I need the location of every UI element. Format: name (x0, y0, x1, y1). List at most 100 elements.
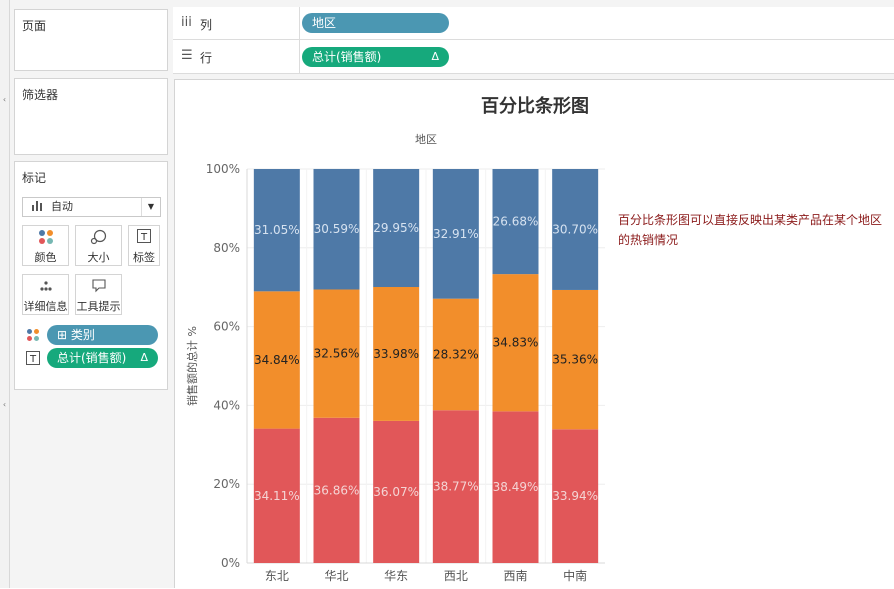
x-tick-label: 西北 (444, 569, 468, 583)
y-tick-label: 20% (213, 477, 240, 491)
data-label: 35.36% (552, 353, 598, 367)
bar-segment (373, 169, 420, 288)
chevron-down-icon[interactable]: ▼ (141, 198, 160, 216)
rows-shelf[interactable]: ☰ 行 总计(销售额) Δ (173, 40, 894, 74)
data-label: 36.07% (373, 485, 419, 499)
text-t-icon-small: T (26, 350, 40, 369)
marks-title: 标记 (22, 171, 47, 185)
bar-segment (552, 289, 599, 430)
pages-title: 页面 (22, 19, 47, 33)
rows-shelf-label: 行 (200, 51, 213, 65)
data-label: 30.59% (314, 222, 360, 236)
detail-button[interactable]: 详细信息 (22, 274, 69, 315)
bar-segment (313, 289, 360, 418)
bar-segment (432, 410, 479, 563)
data-label: 30.70% (552, 222, 598, 236)
bar-segment (492, 169, 539, 275)
annotation-text: 百分比条形图可以直接反映出某类产品在某个地区的热销情况 (618, 213, 883, 247)
size-button[interactable]: 大小 (75, 225, 122, 266)
bar-chart-icon (31, 198, 45, 218)
bar-segment (432, 169, 479, 299)
y-tick-label: 80% (213, 241, 240, 255)
label-button[interactable]: T 标签 (128, 225, 160, 266)
detail-button-label: 详细信息 (23, 300, 68, 313)
svg-text:T: T (140, 232, 148, 243)
data-label: 32.91% (433, 227, 479, 241)
data-label: 26.68% (493, 215, 539, 229)
bar-segment (552, 429, 599, 563)
filters-title: 筛选器 (22, 88, 59, 102)
category-pill-label: 类别 (70, 328, 95, 342)
mark-type-value: 自动 (51, 200, 73, 213)
y-tick-label: 60% (213, 320, 240, 334)
y-tick-label: 100% (206, 162, 240, 176)
pages-card[interactable]: 页面 (14, 9, 168, 71)
bar-segment (552, 169, 599, 290)
collapse-arrow-icon[interactable]: ‹ (2, 95, 7, 104)
sales-total-pill-label: 总计(销售额) (312, 50, 382, 64)
chart-area: 百分比条形图 地区 0% 20% 40% 60% 80% 100% 销售额的总计 % 34.11… (174, 79, 894, 588)
data-label: 29.95% (373, 221, 419, 235)
filters-card[interactable]: 筛选器 (14, 78, 168, 155)
data-label: 34.11% (254, 489, 300, 503)
sales-field-row[interactable]: T 总计(销售额) Δ (22, 348, 162, 368)
x-tick-label: 华北 (324, 569, 348, 583)
x-tick-label: 华东 (384, 569, 408, 583)
shelf-divider-2 (299, 40, 300, 73)
shelf-divider (299, 7, 300, 39)
bar-segment (313, 168, 360, 290)
tooltip-button[interactable]: 工具提示 (75, 274, 122, 315)
marks-card: 标记 自动 ▼ 颜色 大小 T 标签 详细信息 工具提示 (14, 161, 168, 390)
chart-title: 百分比条形图 (481, 96, 589, 117)
rows-icon: ☰ (181, 48, 193, 63)
bar-segment (492, 274, 539, 412)
columns-icon: iii (181, 15, 192, 30)
color-dots-icon (23, 229, 68, 249)
color-dots-icon-small (26, 327, 40, 346)
sales-pill-label: 总计(销售额) (57, 351, 127, 365)
sales-pill[interactable]: 总计(销售额) Δ (47, 348, 158, 368)
bar-segment (373, 420, 420, 563)
data-label: 38.77% (433, 480, 479, 494)
size-circles-icon (76, 229, 121, 249)
collapse-arrow-icon-2[interactable]: ‹ (2, 400, 7, 409)
y-tick-label: 40% (213, 398, 240, 412)
region-pill[interactable]: 地区 (302, 13, 449, 33)
color-button[interactable]: 颜色 (22, 225, 69, 266)
y-axis-title: 销售额的总计 % (185, 326, 199, 406)
data-label: 36.86% (314, 483, 360, 497)
bar-segment (373, 287, 420, 421)
bar-segment (253, 169, 300, 292)
data-label: 33.98% (373, 347, 419, 361)
data-label: 34.83% (493, 336, 539, 350)
data-label: 28.32% (433, 347, 479, 361)
bar-segment (253, 428, 300, 563)
x-tick-label: 西南 (503, 568, 527, 583)
x-tick-label: 东北 (265, 569, 289, 583)
data-label: 31.05% (254, 223, 300, 237)
detail-dots-icon (23, 278, 68, 298)
left-edge-strip: ‹ ‹ (0, 0, 10, 588)
tooltip-button-label: 工具提示 (76, 300, 121, 313)
delta-icon: Δ (140, 351, 148, 364)
x-axis-title: 地区 (415, 133, 437, 146)
data-label: 34.84% (254, 353, 300, 367)
sales-total-pill[interactable]: 总计(销售额) Δ (302, 47, 449, 67)
text-t-icon: T (129, 229, 159, 249)
label-button-label: 标签 (133, 251, 155, 264)
bar-segment (253, 291, 300, 429)
svg-text:T: T (29, 354, 37, 365)
bar-segment (313, 417, 360, 563)
bar-segment (492, 411, 539, 563)
mark-type-dropdown[interactable]: 自动 ▼ (22, 197, 161, 217)
data-label: 33.94% (552, 489, 598, 503)
columns-shelf[interactable]: iii 列 地区 (173, 7, 894, 40)
size-button-label: 大小 (87, 251, 110, 264)
stacked-percent-bar-chart: 地区 0% 20% 40% 60% 80% 100% 销售额的总计 % 34.11% 34.84%… (185, 133, 605, 583)
data-label: 32.56% (314, 347, 360, 361)
color-button-label: 颜色 (34, 251, 57, 264)
category-field-row[interactable]: ⊞ 类别 (22, 325, 162, 345)
delta-icon-2: Δ (431, 50, 439, 63)
bar-segment (432, 298, 479, 411)
category-pill[interactable]: ⊞ 类别 (47, 325, 158, 345)
